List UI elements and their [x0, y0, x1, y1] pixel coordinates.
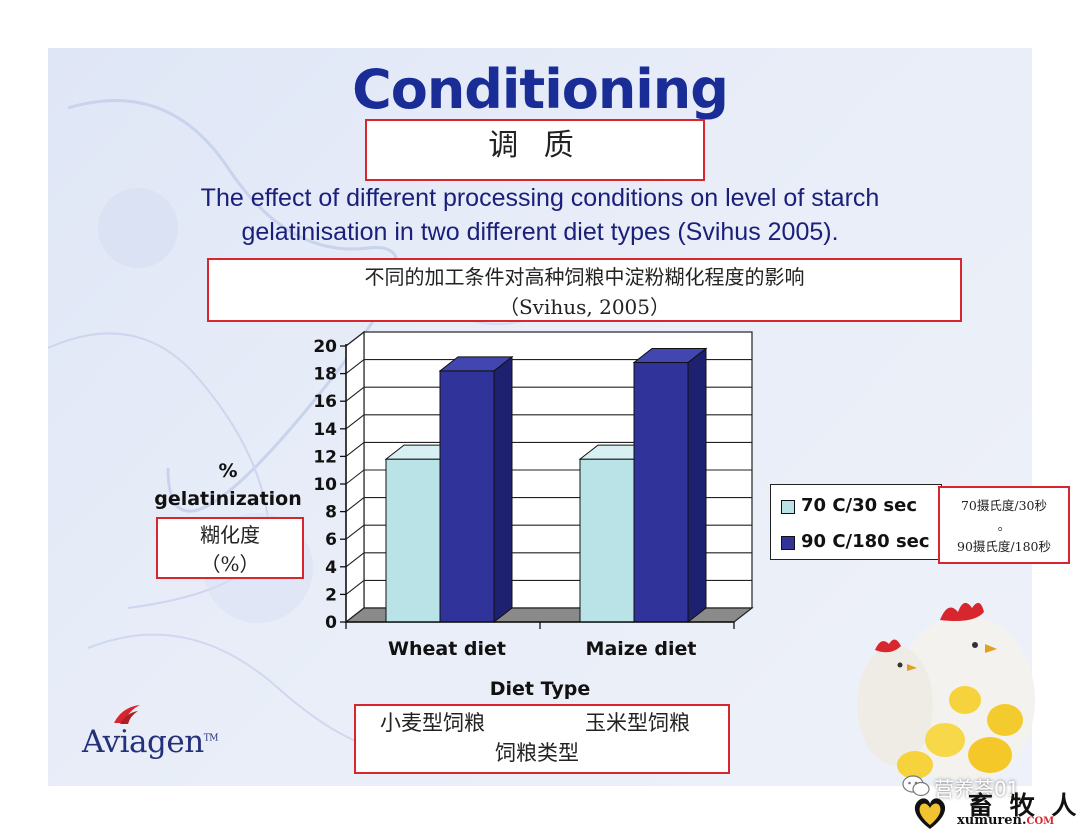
subtitle-cn-line-1: 不同的加工条件对高种饲粮中淀粉糊化程度的影响 [364, 265, 805, 289]
bar-wheat-diet-series-1 [385, 458, 441, 623]
y-tick-label: 12 [313, 447, 337, 467]
chart-gridline [345, 386, 752, 402]
brand-url-text: xumuren. [957, 813, 1027, 828]
subtitle-cn-annotation-box [207, 258, 962, 322]
x-axis-cn-wheat: 小麦型饲粮 [380, 711, 485, 735]
bar-top-1-1 [632, 348, 708, 364]
chart-gridline [345, 441, 752, 457]
brand-name-cn: 畜 牧 人 [968, 791, 1080, 820]
legend-cn-90c: 90摄氏度/180秒 [957, 539, 1051, 554]
y-axis-cn-annotation-box [156, 517, 304, 579]
legend-label-70c: 70 C/30 sec [801, 495, 918, 516]
y-axis-label: gelatinization [154, 488, 302, 510]
y-tick-label: 18 [313, 365, 337, 385]
bar-maize-diet-series-2 [633, 362, 689, 623]
chickens-photo [857, 602, 1035, 780]
aviagen-wing-icon [114, 705, 140, 724]
aviagen-logo-text: Aviagen [82, 724, 204, 760]
chart-legend: 70 C/30 sec 90 C/180 sec [770, 484, 942, 560]
y-tick-label: 2 [325, 585, 337, 605]
legend-swatch-90c [781, 536, 795, 550]
x-category-label: Wheat diet [388, 638, 506, 660]
y-axis-cn-unit: （%） [200, 552, 260, 576]
y-axis-label-percent: % [218, 460, 238, 482]
legend-cn-annotation-box [938, 486, 1070, 564]
bar-maize-diet-series-1 [579, 458, 635, 623]
logo-trademark: TM [203, 733, 219, 744]
bar-side-1-1 [687, 347, 707, 624]
legend-cn-70c: 70摄氏度/30秒 [960, 498, 1048, 513]
chart-gridline [345, 331, 752, 347]
wechat-watermark: 营养荟01 [934, 777, 1020, 801]
legend-swatch-70c [781, 500, 795, 514]
subtitle-line-1: The effect of different processing condi… [200, 184, 880, 212]
x-category-label: Maize diet [586, 638, 697, 660]
x-axis-cn-annotation-box [354, 704, 730, 774]
slide-title: Conditioning [352, 58, 729, 121]
legend-cn-separator: 。 [997, 518, 1011, 533]
title-cn-annotation-box [365, 119, 705, 181]
x-axis-cn-title: 饲粮类型 [495, 741, 579, 765]
legend-label-90c: 90 C/180 sec [801, 531, 930, 552]
x-axis-cn-maize: 玉米型饲粮 [585, 711, 690, 735]
subtitle-cn-line-2: （Svihus, 2005） [498, 295, 671, 319]
bar-side-0-1 [493, 355, 513, 624]
chart-labels: 0 2 4 6 8 10 12 14 16 18 20 Wheat diet Maize diet [313, 337, 696, 660]
y-tick-label: 20 [313, 337, 337, 357]
wechat-icon [902, 775, 930, 797]
brand-url-suffix: COM [1026, 816, 1055, 827]
y-tick-label: 10 [313, 475, 337, 495]
y-tick-label: 14 [313, 420, 337, 440]
bar-wheat-diet-series-2 [439, 370, 495, 623]
x-axis-label: Diet Type [489, 678, 591, 700]
y-tick-label: 6 [325, 530, 337, 550]
y-tick-label: 0 [325, 613, 337, 633]
subtitle-line-2: gelatinisation in two different diet typ… [241, 218, 839, 246]
heart-logo-icon [914, 798, 946, 829]
chart-gridline [345, 359, 752, 375]
y-tick-label: 16 [313, 392, 337, 412]
y-axis-cn-label: 糊化度 [200, 523, 260, 547]
y-tick-label: 4 [325, 558, 337, 578]
chart-axes [340, 344, 735, 629]
aviagen-logo: AviagenTM [82, 724, 218, 760]
bar-top-0-1 [438, 356, 514, 372]
brand-url: xumuren.COM [957, 813, 1054, 828]
title-cn: 调 质 [488, 128, 582, 163]
chart-gridline [345, 414, 752, 430]
y-tick-label: 8 [325, 503, 337, 523]
